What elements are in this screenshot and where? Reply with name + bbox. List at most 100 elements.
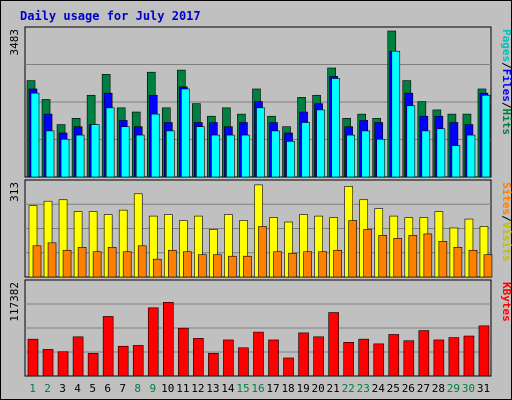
day-label-12: 12 bbox=[191, 382, 204, 395]
legend-item: / bbox=[500, 215, 512, 222]
bar-pages-day-27 bbox=[421, 130, 431, 178]
bar-pages-day-5 bbox=[90, 124, 100, 178]
bar-sites-day-8 bbox=[137, 245, 147, 278]
bar-pages-day-13 bbox=[211, 134, 220, 178]
bar-pages-day-3 bbox=[60, 138, 70, 178]
bar-kbytes-day-9 bbox=[147, 307, 159, 377]
bar-sites-day-18 bbox=[288, 252, 297, 278]
legend-item: Sites bbox=[500, 182, 512, 215]
bar-kbytes-day-22 bbox=[343, 341, 354, 377]
day-label-14: 14 bbox=[221, 382, 235, 395]
day-label-16: 16 bbox=[251, 382, 264, 395]
day-label-3: 3 bbox=[59, 382, 66, 395]
bar-pages-day-30 bbox=[466, 134, 476, 178]
bar-pages-day-2 bbox=[45, 130, 55, 178]
bar-sites-day-7 bbox=[122, 251, 132, 278]
bar-sites-day-22 bbox=[348, 220, 357, 278]
bar-kbytes-day-17 bbox=[268, 339, 279, 377]
day-label-24: 24 bbox=[372, 382, 386, 395]
ymax-label: 313 bbox=[8, 182, 21, 202]
bar-kbytes-day-26 bbox=[403, 340, 415, 377]
day-label-15: 15 bbox=[236, 382, 249, 395]
bar-kbytes-day-30 bbox=[463, 335, 475, 377]
bar-pages-day-11 bbox=[181, 88, 190, 178]
day-label-17: 17 bbox=[266, 382, 279, 395]
bar-kbytes-day-29 bbox=[448, 337, 460, 377]
bar-kbytes-day-1 bbox=[27, 338, 39, 377]
bar-kbytes-day-27 bbox=[418, 330, 430, 377]
day-label-27: 27 bbox=[417, 382, 430, 395]
bar-sites-day-23 bbox=[363, 229, 373, 278]
bar-pages-day-28 bbox=[436, 128, 446, 178]
bar-pages-day-9 bbox=[150, 113, 160, 178]
day-label-22: 22 bbox=[342, 382, 355, 395]
bar-kbytes-day-15 bbox=[238, 347, 249, 377]
bar-pages-day-4 bbox=[75, 134, 85, 178]
bar-pages-day-8 bbox=[135, 134, 145, 178]
bar-pages-day-12 bbox=[196, 126, 205, 178]
bar-sites-day-4 bbox=[77, 246, 87, 278]
bar-sites-day-13 bbox=[213, 254, 222, 278]
bar-kbytes-day-10 bbox=[162, 302, 174, 377]
bar-pages-day-14 bbox=[226, 134, 235, 178]
legend-item: Pages bbox=[500, 29, 512, 62]
legend-middle: Sites/Visits bbox=[500, 182, 512, 262]
bar-sites-day-24 bbox=[378, 235, 388, 278]
bar-sites-day-29 bbox=[453, 246, 463, 278]
legend-item: Hits bbox=[500, 109, 512, 136]
bar-sites-day-16 bbox=[258, 226, 267, 278]
bar-sites-day-12 bbox=[198, 254, 207, 278]
bar-pages-day-29 bbox=[451, 145, 461, 178]
day-label-7: 7 bbox=[119, 382, 126, 395]
bar-kbytes-day-19 bbox=[298, 332, 309, 377]
day-axis: 1 2 3 4 5 6 7 8 9 10 11 12 13 14 15 16 17 18 19 20 21 22 23 24 2… bbox=[29, 382, 490, 395]
bar-sites-day-21 bbox=[333, 249, 342, 278]
bar-sites-day-19 bbox=[303, 251, 312, 278]
bar-pages-day-16 bbox=[256, 107, 265, 178]
bar-sites-day-3 bbox=[62, 249, 72, 278]
bar-kbytes-day-2 bbox=[42, 349, 54, 377]
bar-kbytes-day-14 bbox=[223, 339, 234, 377]
bar-sites-day-10 bbox=[167, 249, 177, 278]
bar-pages-day-25 bbox=[391, 50, 401, 178]
bar-sites-day-1 bbox=[32, 245, 42, 278]
legend-bottom: KBytes bbox=[500, 282, 512, 322]
bar-kbytes-day-8 bbox=[132, 345, 144, 377]
bar-pages-day-15 bbox=[241, 134, 250, 178]
day-label-4: 4 bbox=[74, 382, 81, 395]
bar-pages-day-20 bbox=[316, 109, 325, 178]
day-label-28: 28 bbox=[432, 382, 445, 395]
bar-pages-day-1 bbox=[30, 92, 40, 178]
bar-kbytes-day-3 bbox=[57, 351, 69, 377]
bar-kbytes-day-11 bbox=[178, 327, 189, 377]
bar-kbytes-day-13 bbox=[208, 352, 219, 377]
bar-sites-day-20 bbox=[318, 251, 327, 278]
bar-sites-day-25 bbox=[393, 238, 403, 278]
day-label-25: 25 bbox=[387, 382, 400, 395]
day-label-9: 9 bbox=[149, 382, 156, 395]
chart-title: Daily usage for July 2017 bbox=[20, 9, 201, 23]
legend-item: / bbox=[500, 62, 512, 69]
bar-sites-day-31 bbox=[483, 254, 493, 278]
bar-kbytes-day-7 bbox=[117, 345, 129, 377]
legend-top: Pages/Files/Hits bbox=[500, 29, 512, 135]
bar-sites-day-27 bbox=[423, 233, 433, 278]
bar-sites-day-5 bbox=[92, 251, 102, 278]
day-label-26: 26 bbox=[402, 382, 415, 395]
day-label-10: 10 bbox=[161, 382, 174, 395]
bar-sites-day-17 bbox=[273, 251, 282, 278]
day-label-8: 8 bbox=[134, 382, 141, 395]
bar-pages-day-21 bbox=[331, 78, 340, 178]
day-label-18: 18 bbox=[281, 382, 294, 395]
bar-kbytes-day-24 bbox=[373, 343, 385, 377]
panel-middle: 313 Sites/Visits bbox=[8, 179, 512, 278]
day-label-20: 20 bbox=[312, 382, 325, 395]
day-label-19: 19 bbox=[296, 382, 309, 395]
ymax-label: 3483 bbox=[8, 29, 21, 56]
day-label-5: 5 bbox=[89, 382, 96, 395]
panel-top: 3483 Pages/Files/Hits bbox=[8, 26, 512, 178]
bar-sites-day-26 bbox=[408, 235, 418, 278]
day-label-11: 11 bbox=[176, 382, 189, 395]
day-label-13: 13 bbox=[206, 382, 219, 395]
